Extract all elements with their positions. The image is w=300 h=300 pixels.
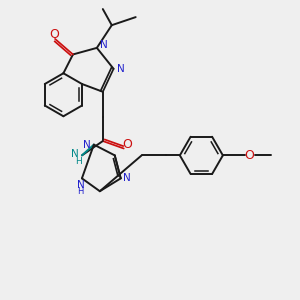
Text: H: H [77, 187, 84, 196]
Text: N: N [123, 173, 131, 183]
Text: O: O [122, 137, 132, 151]
Text: O: O [244, 149, 254, 162]
Text: N: N [100, 40, 107, 50]
Text: N: N [76, 180, 84, 190]
Text: H: H [76, 158, 82, 166]
Text: N: N [83, 140, 91, 150]
Text: O: O [50, 28, 59, 41]
Text: N: N [117, 64, 125, 74]
Text: N: N [71, 149, 79, 159]
